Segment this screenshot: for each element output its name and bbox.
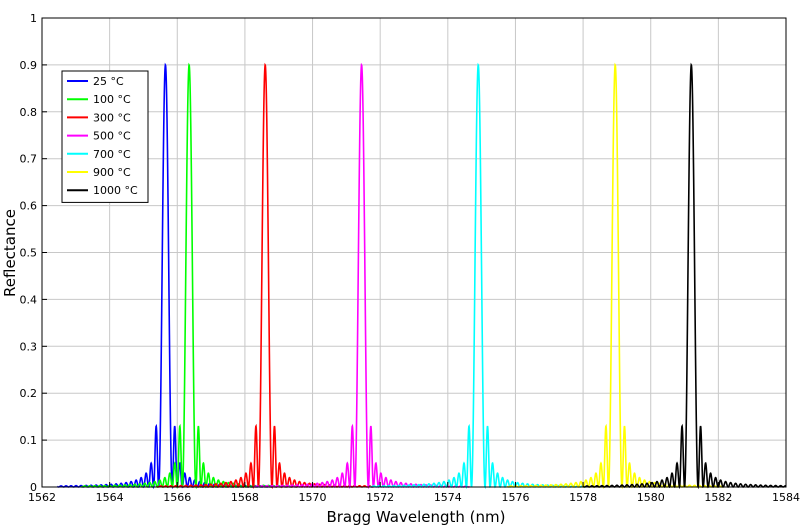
y-axis-label: Reflectance <box>1 209 19 297</box>
legend-label: 300 °C <box>93 111 131 124</box>
x-tick-label: 1564 <box>96 491 124 504</box>
y-tick-label: 0.5 <box>20 247 38 260</box>
x-tick-label: 1562 <box>28 491 56 504</box>
y-tick-label: 0.8 <box>20 106 38 119</box>
y-tick-label: 0.6 <box>20 200 38 213</box>
x-tick-label: 1584 <box>772 491 800 504</box>
y-tick-label: 0.3 <box>20 340 38 353</box>
y-axis-ticks: 0 0.1 0.2 0.3 0.4 0.5 0.6 0.7 0.8 0.9 1 <box>20 12 47 494</box>
legend: 25 °C 100 °C 300 °C 500 °C 700 °C 900 °C 1000 … <box>61 70 149 203</box>
series-line <box>506 62 724 490</box>
y-tick-label: 0.9 <box>20 59 38 72</box>
x-axis-label: Bragg Wavelength (nm) <box>326 508 505 526</box>
x-tick-label: 1578 <box>569 491 597 504</box>
legend-label: 700 °C <box>93 148 131 161</box>
legend-label: 1000 °C <box>93 184 138 197</box>
x-tick-label: 1570 <box>299 491 327 504</box>
y-tick-label: 0 <box>30 481 37 494</box>
x-tick-label: 1566 <box>163 491 191 504</box>
x-tick-label: 1576 <box>501 491 529 504</box>
y-tick-label: 0.7 <box>20 153 38 166</box>
series-line <box>156 62 374 490</box>
legend-label: 900 °C <box>93 166 131 179</box>
series-line <box>369 62 587 490</box>
y-tick-label: 1 <box>30 12 37 25</box>
x-axis-ticks: 1562 1564 1566 1568 1570 1572 1574 1576 1578 1580… <box>28 482 800 504</box>
legend-box <box>61 70 149 203</box>
legend-label: 100 °C <box>93 93 131 106</box>
x-tick-label: 1580 <box>637 491 665 504</box>
y-tick-label: 0.4 <box>20 293 38 306</box>
legend-label: 500 °C <box>93 130 131 143</box>
grid-lines <box>41 17 787 488</box>
x-tick-label: 1574 <box>434 491 462 504</box>
x-tick-label: 1572 <box>366 491 394 504</box>
series-curves <box>56 62 786 490</box>
x-tick-label: 1568 <box>231 491 259 504</box>
series-line <box>252 62 471 490</box>
y-tick-label: 0.1 <box>20 434 38 447</box>
y-tick-label: 0.2 <box>20 387 38 400</box>
x-tick-label: 1582 <box>704 491 732 504</box>
legend-label: 25 °C <box>93 75 124 88</box>
